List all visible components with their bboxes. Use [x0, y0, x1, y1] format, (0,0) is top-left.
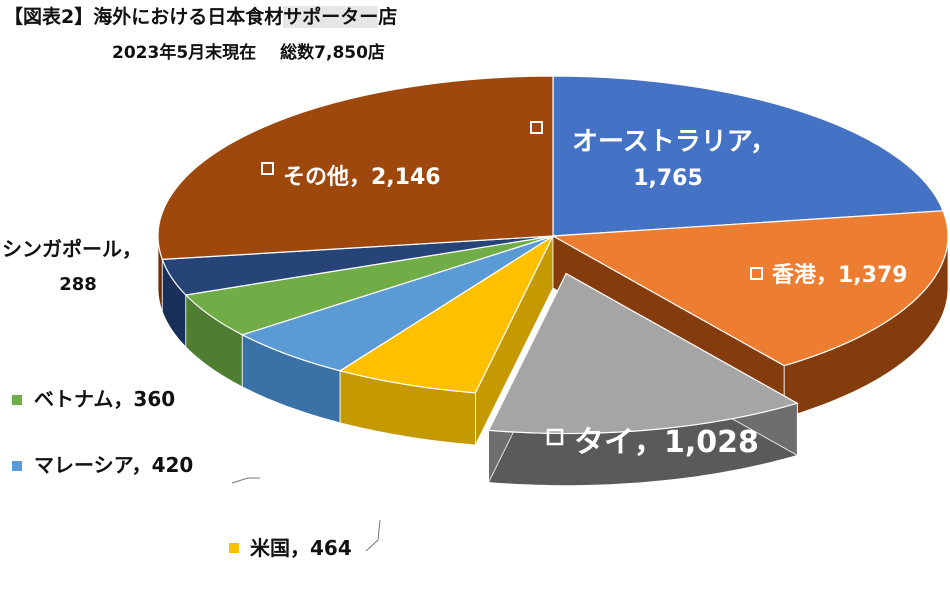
label-marker-6 — [12, 395, 22, 405]
chart-title: 【図表2】海外における日本食材サポーター店 — [4, 2, 397, 29]
leader-lines — [231, 477, 381, 552]
leader-line-malaysia — [231, 477, 260, 484]
slice-8 — [157, 75, 554, 261]
label-marker-2 — [750, 267, 763, 280]
slice-1 — [552, 75, 944, 237]
chart-title-highlight: サポーター — [283, 6, 379, 28]
subtitle-date: 2023年5月末現在 — [112, 43, 257, 63]
label-marker-4 — [229, 543, 239, 553]
data-label-8: その他，2,146 — [283, 165, 441, 190]
chart-title-suffix: 店 — [378, 6, 398, 28]
pie-slices — [157, 75, 949, 435]
data-label-1-value: 1,765 — [633, 166, 703, 191]
slice-2 — [550, 210, 949, 367]
chart-title-prefix: 【図表2】海外における日本食材 — [4, 6, 284, 28]
label-marker-1 — [530, 121, 543, 134]
data-label-7-value: 288 — [59, 274, 97, 295]
data-label-2: 香港，1,379 — [772, 263, 908, 288]
data-label-1-name: オーストラリア， — [572, 127, 776, 157]
data-label-5: マレーシア，420 — [34, 453, 193, 477]
data-labels: オーストラリア， 1,765 香港，1,379 タイ，1,028 米国，464 マレーシア… — [2, 121, 908, 560]
subtitle-total: 総数7,850店 — [280, 43, 385, 63]
leader-line-usa — [365, 519, 381, 552]
label-marker-3 — [546, 428, 564, 446]
chart-subtitle: 2023年5月末現在 総数7,850店 — [112, 38, 385, 63]
slice-3 — [487, 272, 799, 435]
slice-4 — [338, 234, 555, 394]
data-label-3: タイ，1,028 — [574, 425, 759, 460]
data-label-6: ベトナム，360 — [34, 387, 175, 411]
label-marker-5 — [12, 461, 22, 471]
slice-5 — [240, 235, 554, 372]
label-marker-8 — [261, 162, 274, 175]
data-label-7-name: シンガポール， — [2, 237, 142, 261]
data-label-4: 米国，464 — [250, 536, 352, 560]
